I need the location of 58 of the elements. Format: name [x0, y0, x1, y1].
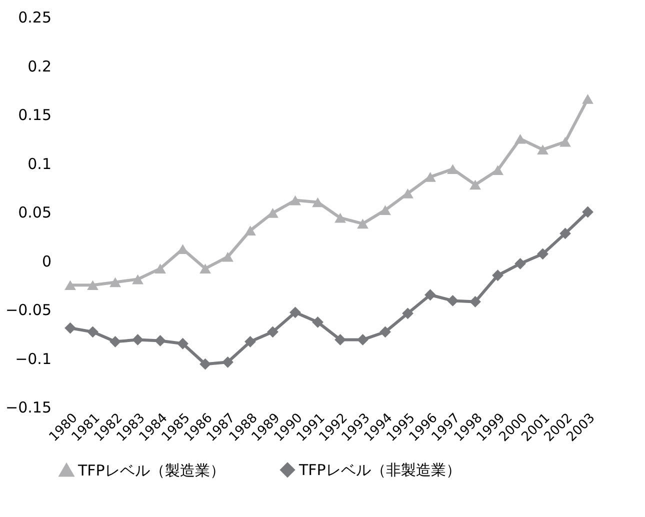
point	[154, 335, 166, 346]
point	[267, 208, 278, 218]
point	[267, 326, 278, 338]
point	[312, 197, 324, 208]
y-tick-label: 0.1	[28, 154, 52, 173]
point	[380, 205, 391, 215]
point	[244, 336, 256, 348]
point	[424, 172, 436, 182]
point	[492, 270, 504, 282]
point	[492, 165, 504, 176]
point	[447, 164, 458, 174]
y-tick-label: 0.25	[18, 8, 52, 26]
y-tick-label: 0	[42, 252, 52, 270]
point	[447, 295, 458, 306]
point	[64, 322, 76, 334]
point	[110, 277, 121, 288]
legend-label: TFPレベル（非製造業）	[298, 460, 461, 479]
point	[244, 226, 256, 236]
point	[334, 334, 346, 346]
point	[334, 212, 346, 223]
y-tick-label: −0.05	[6, 301, 52, 319]
point	[312, 316, 324, 328]
legend-label: TFPレベル（製造業）	[77, 461, 225, 480]
point	[357, 218, 368, 229]
y-tick-label: 0.2	[28, 57, 52, 76]
point	[132, 334, 144, 346]
point	[402, 308, 414, 320]
point	[87, 326, 98, 338]
point	[380, 326, 391, 338]
point	[222, 252, 234, 262]
point	[560, 228, 571, 240]
point	[357, 334, 368, 346]
y-tick-label: −0.15	[6, 398, 52, 416]
point	[222, 356, 234, 368]
point	[154, 264, 166, 274]
point	[470, 296, 481, 308]
point	[537, 144, 548, 155]
y-tick-label: 0.15	[18, 106, 52, 124]
point	[132, 274, 144, 284]
point	[470, 180, 481, 190]
point	[110, 336, 121, 348]
point	[514, 134, 526, 144]
point	[177, 338, 188, 350]
point	[87, 280, 98, 290]
point	[560, 136, 571, 147]
point	[402, 188, 414, 198]
point	[514, 258, 526, 270]
point	[582, 206, 594, 218]
y-tick-label: −0.1	[15, 350, 52, 368]
point	[537, 248, 548, 260]
point	[290, 195, 301, 206]
point	[424, 289, 436, 301]
y-tick-label: 0.05	[18, 204, 52, 222]
point	[64, 280, 76, 290]
point	[582, 94, 594, 104]
point	[290, 306, 301, 318]
point	[200, 358, 211, 370]
point	[200, 264, 211, 274]
